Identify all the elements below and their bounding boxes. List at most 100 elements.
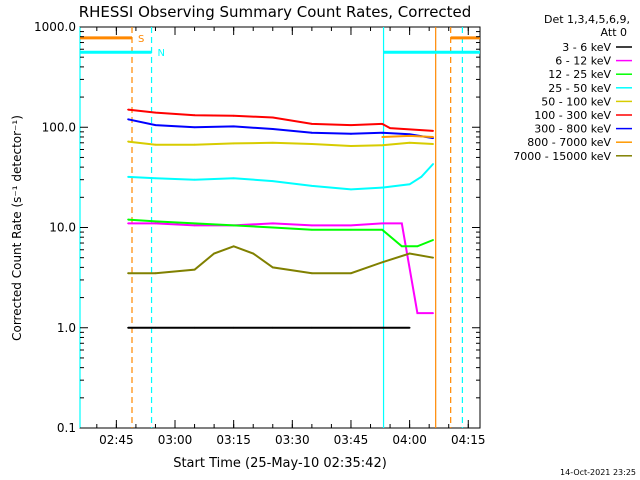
series-point-0-2 [193, 326, 196, 329]
series-point-4-0 [127, 140, 129, 143]
series-point-7-1 [408, 134, 411, 137]
series-point-3-6 [350, 188, 352, 191]
series-point-3-7 [381, 186, 384, 189]
series-point-2-7 [381, 228, 384, 231]
series-point-0-8 [408, 326, 411, 329]
x-tick-label: 03:15 [216, 433, 251, 447]
series-point-0-6 [350, 326, 352, 329]
series-point-8-7 [310, 272, 313, 275]
series-point-8-6 [271, 266, 274, 269]
legend-header-line2: Att 0 [601, 26, 627, 39]
series-point-5-5 [310, 122, 313, 125]
series-point-8-8 [350, 272, 352, 275]
x-tick-label: 03:30 [275, 433, 310, 447]
series-point-3-8 [408, 183, 411, 186]
series-line-8 [128, 245, 434, 275]
legend-entry-label-5: 100 - 300 keV [534, 109, 611, 122]
series-point-4-6 [350, 145, 352, 147]
series-point-8-10 [408, 252, 411, 255]
series-point-8-5 [252, 252, 255, 255]
x-tick-label: 03:00 [158, 433, 193, 447]
series-point-0-1 [154, 326, 157, 329]
series-point-1-9 [416, 312, 419, 315]
series-point-8-1 [154, 272, 157, 275]
axes-layer: 0.1 1.0 10.0 100.0 1000.0 02:45 03:00 03:15 03:3… [34, 20, 486, 447]
legend-entry-label-4: 50 - 100 keV [541, 95, 611, 108]
series-point-2-5 [310, 228, 313, 231]
series-point-6-8 [408, 133, 411, 136]
series-point-2-2 [193, 222, 196, 225]
series-point-7-0 [381, 136, 384, 138]
series-point-5-7 [381, 122, 384, 125]
series-line-3 [128, 163, 434, 191]
series-point-6-5 [310, 131, 313, 134]
series-point-5-9 [432, 129, 434, 132]
series-point-8-11 [432, 256, 434, 259]
series-point-4-3 [232, 142, 235, 145]
series-point-6-0 [127, 118, 129, 121]
series-point-1-4 [271, 222, 274, 225]
series-point-5-8 [389, 127, 391, 130]
y-tick-label: 100.0 [42, 120, 76, 134]
series-point-2-6 [350, 228, 352, 231]
series-point-5-6 [350, 124, 352, 127]
series-point-2-8 [400, 245, 403, 248]
series-point-4-9 [432, 143, 434, 145]
series-point-6-7 [381, 131, 384, 134]
series-point-8-9 [381, 261, 384, 264]
series-point-6-3 [232, 125, 235, 128]
legend-entry-label-1: 6 - 12 keV [555, 55, 611, 68]
plot-layer: SN [79, 27, 480, 428]
state-flag-label-s: S [138, 34, 144, 45]
x-tick-label: 02:45 [99, 433, 134, 447]
legend-entry-label-6: 300 - 800 keV [534, 123, 611, 136]
series-point-8-2 [193, 268, 196, 271]
series-point-7-2 [432, 136, 434, 138]
series-point-5-4 [271, 116, 274, 119]
series-point-6-2 [193, 126, 196, 129]
series-point-1-8 [400, 222, 403, 225]
state-flag-label-n: N [158, 48, 165, 59]
series-point-3-4 [271, 180, 274, 183]
legend-entry-label-7: 800 - 7000 keV [527, 136, 611, 149]
y-tick-label: 1.0 [57, 321, 76, 335]
series-point-1-2 [193, 224, 196, 227]
y-tick-label: 0.1 [57, 421, 76, 435]
series-point-6-1 [154, 124, 157, 127]
series-point-4-4 [271, 141, 274, 144]
series-line-5 [127, 108, 434, 132]
series-point-0-3 [232, 326, 235, 329]
chart-title: RHESSI Observing Summary Count Rates, Co… [79, 3, 472, 21]
footer-date: 14-Oct-2021 23:25 [560, 468, 636, 477]
legend-entry-label-8: 7000 - 15000 keV [513, 150, 611, 163]
series-point-2-9 [416, 245, 419, 248]
series-point-3-5 [310, 184, 313, 187]
series-point-1-0 [127, 222, 129, 225]
series-point-1-7 [381, 222, 384, 225]
series-point-6-4 [271, 128, 274, 130]
series-point-4-8 [408, 141, 411, 144]
series-point-0-4 [271, 326, 274, 329]
series-point-1-1 [154, 222, 157, 225]
series-point-4-5 [310, 143, 313, 145]
series-point-0-7 [381, 326, 384, 329]
series-point-3-9 [420, 175, 423, 178]
series-point-2-4 [271, 226, 274, 229]
series-point-8-0 [127, 272, 129, 275]
series-point-6-6 [350, 132, 352, 135]
series-point-4-1 [154, 143, 157, 146]
legend-header-line1: Det 1,3,4,5,6,9, [544, 13, 630, 26]
x-axis-label: Start Time (25-May-10 02:35:42) [173, 456, 387, 471]
x-tick-label: 03:45 [334, 433, 369, 447]
series-point-1-10 [432, 312, 434, 315]
series-point-8-4 [232, 245, 235, 248]
series-point-3-10 [432, 163, 434, 165]
series-point-2-3 [232, 224, 235, 227]
series-point-1-5 [310, 224, 313, 227]
legend-entry-label-0: 3 - 6 keV [562, 41, 611, 54]
series-point-2-10 [432, 239, 434, 241]
series-point-5-0 [127, 108, 129, 111]
series-point-3-2 [193, 178, 196, 181]
y-axis-label: Corrected Count Rate (s⁻¹ detector⁻¹) [10, 115, 24, 341]
